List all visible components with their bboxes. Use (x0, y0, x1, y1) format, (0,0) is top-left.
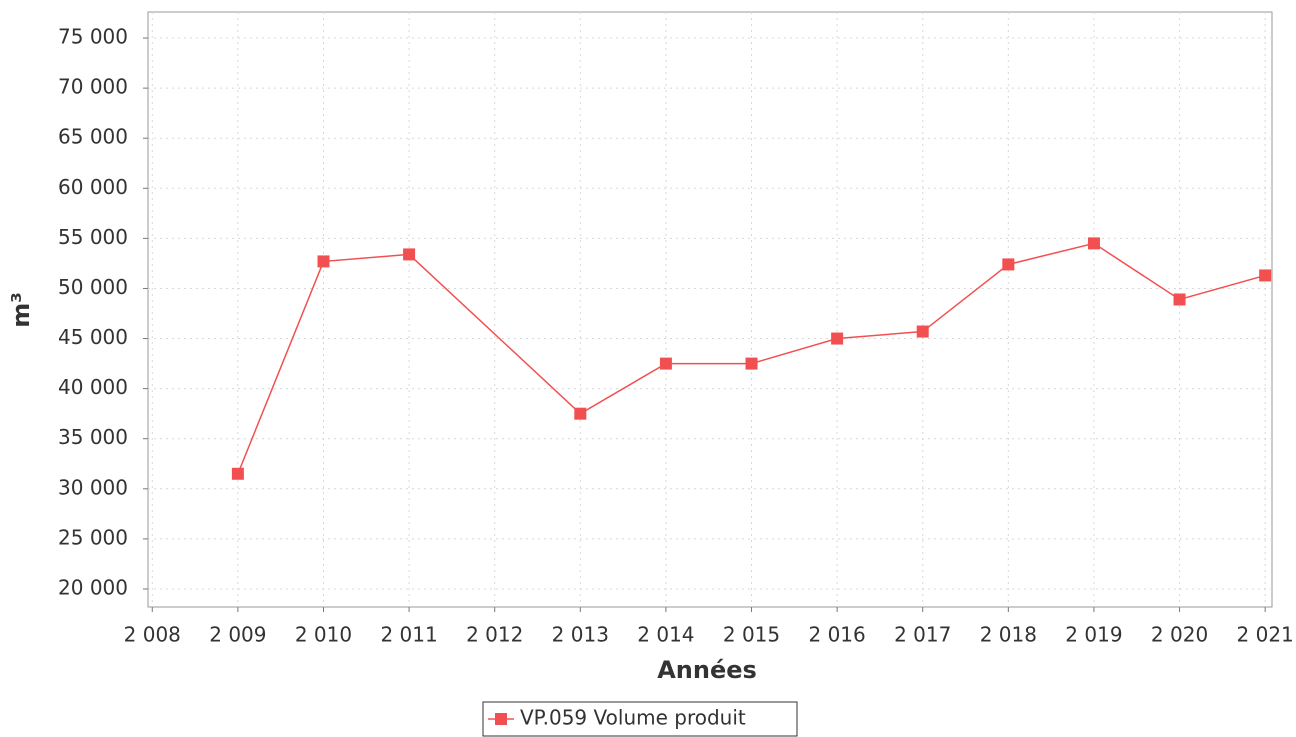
point-marker (403, 248, 416, 261)
x-tick-label: 2 017 (894, 623, 951, 647)
y-tick-label: 35 000 (58, 425, 128, 449)
x-tick-label: 2 012 (466, 623, 523, 647)
x-tick-label: 2 021 (1237, 623, 1294, 647)
y-tick-label: 30 000 (58, 475, 128, 499)
legend-label: VP.059 Volume produit (520, 706, 746, 730)
point-marker (317, 255, 330, 268)
point-marker (745, 357, 758, 370)
point-marker (1259, 269, 1272, 282)
x-tick-label: 2 010 (295, 623, 352, 647)
x-tick-label: 2 019 (1065, 623, 1122, 647)
x-tick-label: 2 011 (380, 623, 437, 647)
point-marker (231, 467, 244, 480)
series-line (237, 242, 1266, 475)
x-tick-label: 2 014 (637, 623, 694, 647)
point-marker (1173, 293, 1186, 306)
y-tick-label: 65 000 (58, 125, 128, 149)
point-marker (1087, 237, 1100, 250)
x-tick-label: 2 008 (124, 623, 181, 647)
x-axis-title: Années (657, 656, 757, 684)
point-marker (1002, 258, 1015, 271)
y-tick-label: 75 000 (58, 25, 128, 49)
y-tick-label: 45 000 (58, 325, 128, 349)
y-axis-title: m³ (7, 292, 35, 328)
point-marker (916, 325, 929, 338)
y-tick-label: 40 000 (58, 375, 128, 399)
y-tick-label: 60 000 (58, 175, 128, 199)
x-tick-label: 2 018 (980, 623, 1037, 647)
legend-box (482, 701, 798, 737)
x-tick-label: 2 009 (209, 623, 266, 647)
y-tick-label: 50 000 (58, 275, 128, 299)
plot-area (147, 11, 1273, 608)
y-tick-label: 20 000 (58, 575, 128, 599)
x-tick-label: 2 015 (723, 623, 780, 647)
y-tick-label: 70 000 (58, 75, 128, 99)
point-marker (659, 357, 672, 370)
x-tick-label: 2 016 (808, 623, 865, 647)
x-tick-label: 2 013 (552, 623, 609, 647)
point-marker (831, 332, 844, 345)
x-tick-label: 2 020 (1151, 623, 1208, 647)
y-tick-label: 25 000 (58, 525, 128, 549)
point-marker (574, 407, 587, 420)
legend-marker (495, 713, 507, 725)
y-tick-label: 55 000 (58, 225, 128, 249)
